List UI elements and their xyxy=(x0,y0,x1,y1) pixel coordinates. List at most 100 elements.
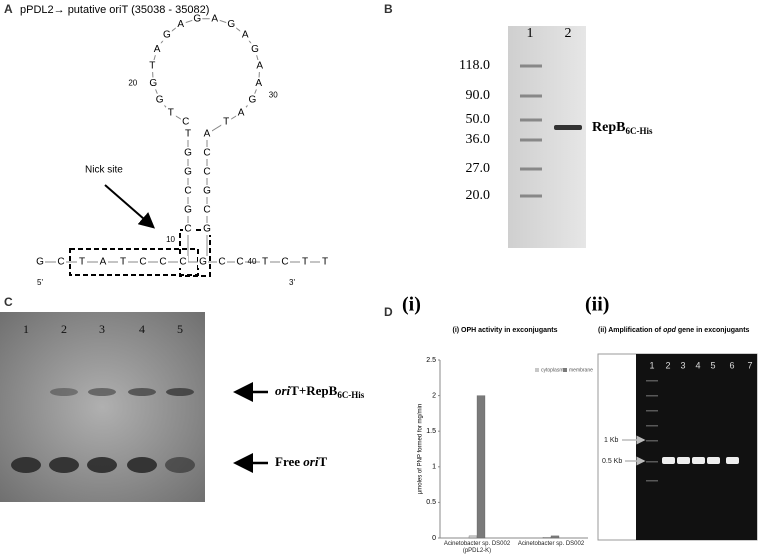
label: D xyxy=(384,305,393,319)
label: 7 xyxy=(747,360,752,370)
base-bg xyxy=(183,166,193,178)
complex-band xyxy=(128,388,156,396)
label: T xyxy=(262,257,268,268)
label: µmoles of PNP formed for mg/min xyxy=(418,404,424,494)
label: C xyxy=(57,257,64,268)
base-bg xyxy=(202,185,212,197)
base-bg xyxy=(254,60,265,73)
label: T xyxy=(168,108,174,119)
legend-swatch xyxy=(535,368,539,372)
base-bg xyxy=(209,12,220,25)
free-band xyxy=(127,457,157,473)
label: 1.5 xyxy=(426,428,436,435)
ladder-band xyxy=(520,194,542,198)
label: G xyxy=(199,257,207,268)
label: G xyxy=(248,94,256,105)
base-bg xyxy=(183,128,193,140)
base-bg xyxy=(175,18,186,31)
base-bg xyxy=(35,256,45,268)
label: G xyxy=(251,44,259,55)
text: ori xyxy=(275,383,291,398)
base-bg xyxy=(249,43,260,56)
label: T xyxy=(302,257,308,268)
ladder-band xyxy=(520,138,542,142)
label: 40 xyxy=(248,257,257,266)
complex-band xyxy=(166,388,194,396)
label: 2.5 xyxy=(426,357,436,364)
label: G xyxy=(227,19,235,30)
band-label: Free oriT xyxy=(275,454,327,469)
free-band xyxy=(87,457,117,473)
label: A xyxy=(255,78,262,89)
label: A xyxy=(100,257,107,268)
base-bg xyxy=(158,256,168,268)
label: A xyxy=(154,44,161,55)
label: 6 xyxy=(729,360,734,370)
label: 10 xyxy=(166,235,175,244)
base-bg xyxy=(154,93,165,106)
base-bg xyxy=(217,256,227,268)
ladder-band xyxy=(520,64,542,68)
label: C xyxy=(203,167,210,178)
band-label: RepB6C-His xyxy=(592,120,653,136)
free-band xyxy=(165,457,195,473)
base-bg xyxy=(161,28,172,41)
text: gene in exconjugants xyxy=(676,327,750,334)
label: (i) xyxy=(402,294,421,316)
ladder-band xyxy=(646,410,658,412)
ladder-band xyxy=(520,94,542,98)
label: 20 xyxy=(128,79,137,88)
base-bg xyxy=(236,107,247,120)
ladder-band xyxy=(646,480,658,482)
text: (ii) Amplification of xyxy=(598,327,663,334)
ladder-band xyxy=(646,380,658,382)
ladder-band xyxy=(646,440,658,442)
label: 3' xyxy=(289,278,295,287)
label: membrane xyxy=(569,367,593,373)
label: 1 Kb xyxy=(604,437,619,444)
label: 2 xyxy=(61,322,67,336)
base-bg xyxy=(77,256,87,268)
label: 20.0 xyxy=(466,188,491,203)
label: 0.5 Kb xyxy=(602,458,622,465)
label: 5 xyxy=(177,322,183,336)
label: A xyxy=(256,61,263,72)
label: C xyxy=(236,257,243,268)
label: G xyxy=(184,167,192,178)
base-bg xyxy=(165,107,176,120)
label: T xyxy=(322,257,328,268)
label: C xyxy=(203,205,210,216)
base-bg xyxy=(198,256,208,268)
bar xyxy=(468,535,478,539)
label: G xyxy=(203,224,211,235)
bar xyxy=(550,535,560,539)
base-bg xyxy=(320,256,330,268)
label: 5 xyxy=(710,360,715,370)
label: C xyxy=(218,257,225,268)
label: 0.5 xyxy=(426,499,436,506)
base-bg xyxy=(202,166,212,178)
base-bg xyxy=(118,256,128,268)
label: 2 xyxy=(565,26,572,41)
label: Nick site xyxy=(85,165,123,176)
base-bg xyxy=(240,28,251,41)
base-bg xyxy=(260,256,270,268)
text: ori xyxy=(303,454,319,469)
base-bg xyxy=(183,223,193,235)
x-tick-label: Acinetobacter sp. DS002 xyxy=(517,541,585,547)
base-bg xyxy=(178,256,188,268)
base-bg xyxy=(202,128,212,140)
base-bg xyxy=(56,256,66,268)
base-bg xyxy=(183,185,193,197)
base-bg xyxy=(138,256,148,268)
label: B xyxy=(384,2,393,16)
text: T xyxy=(318,454,327,469)
label: C xyxy=(184,186,191,197)
protein-band xyxy=(554,125,582,130)
label: A xyxy=(242,29,249,40)
label: G xyxy=(36,257,44,268)
base-bg xyxy=(147,60,158,73)
pcr-band xyxy=(677,457,690,464)
label: T xyxy=(223,117,229,128)
base-bg xyxy=(192,12,203,25)
